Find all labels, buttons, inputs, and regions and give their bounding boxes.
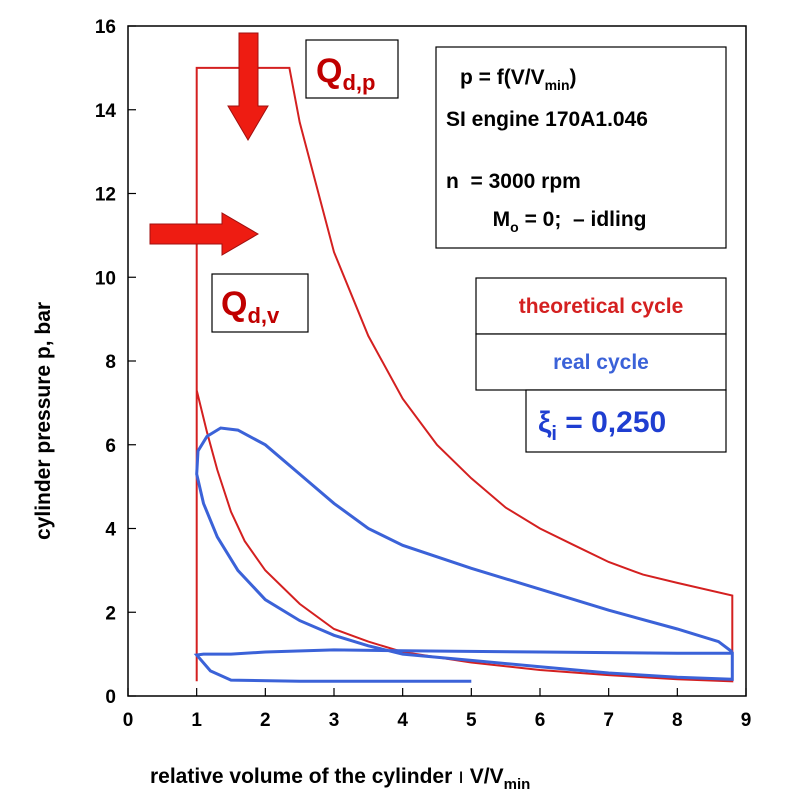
x-tick-label: 5 xyxy=(466,710,477,731)
legend: theoretical cycle real cycle ξi = 0,250 xyxy=(475,277,727,453)
legend-real-cycle: real cycle xyxy=(553,351,649,374)
x-tick-label: 2 xyxy=(260,710,271,731)
info-line-3: n = 3000 rpm xyxy=(446,170,581,193)
heat-label-qdv: Qd,v xyxy=(211,273,309,333)
x-tick-label: 4 xyxy=(397,710,408,731)
y-axis-ticks: 0 2 4 6 8 10 12 14 16 xyxy=(95,17,136,708)
x-tick-label: 1 xyxy=(191,710,202,731)
x-tick-label: 3 xyxy=(329,710,340,731)
y-tick-label: 12 xyxy=(95,185,116,206)
x-tick-label: 0 xyxy=(123,710,134,731)
x-tick-label: 6 xyxy=(535,710,546,731)
x-axis-ticks: 0 1 2 3 4 5 6 7 8 9 xyxy=(123,688,752,731)
x-tick-label: 9 xyxy=(741,710,752,731)
y-tick-label: 4 xyxy=(105,520,116,541)
x-axis-title: relative volume of the cylinder ı V/Vmin xyxy=(150,765,530,793)
info-line-4: Mo = 0; – idling xyxy=(446,208,676,235)
y-tick-label: 8 xyxy=(105,352,116,373)
info-box: p = f(V/Vmin) SI engine 170A1.046 n = 30… xyxy=(435,46,727,249)
theoretical-cycle-line xyxy=(195,66,734,683)
legend-theoretical-cycle: theoretical cycle xyxy=(519,295,684,318)
arrow-down-icon xyxy=(227,32,269,141)
y-tick-label: 16 xyxy=(95,17,116,38)
info-line-1: p = f(V/Vmin) xyxy=(460,66,577,93)
y-tick-label: 6 xyxy=(105,436,116,457)
real-cycle-line xyxy=(193,426,734,683)
y-tick-label: 10 xyxy=(95,268,116,289)
x-tick-label: 8 xyxy=(672,710,683,731)
svg-text:Qd,v: Qd,v xyxy=(221,285,280,328)
y-axis-title: cylinder pressure p, bar xyxy=(32,302,55,540)
y-tick-label: 2 xyxy=(105,603,116,624)
heat-label-qdp: Qd,p xyxy=(305,39,399,99)
y-tick-label: 0 xyxy=(105,687,116,708)
svg-text:Qd,p: Qd,p xyxy=(316,52,375,95)
x-tick-label: 7 xyxy=(603,710,614,731)
y-tick-label: 14 xyxy=(95,101,117,122)
info-line-2: SI engine 170A1.046 xyxy=(446,108,648,131)
arrow-right-icon xyxy=(149,212,259,256)
efficiency-label: ξi = 0,250 xyxy=(538,406,666,445)
